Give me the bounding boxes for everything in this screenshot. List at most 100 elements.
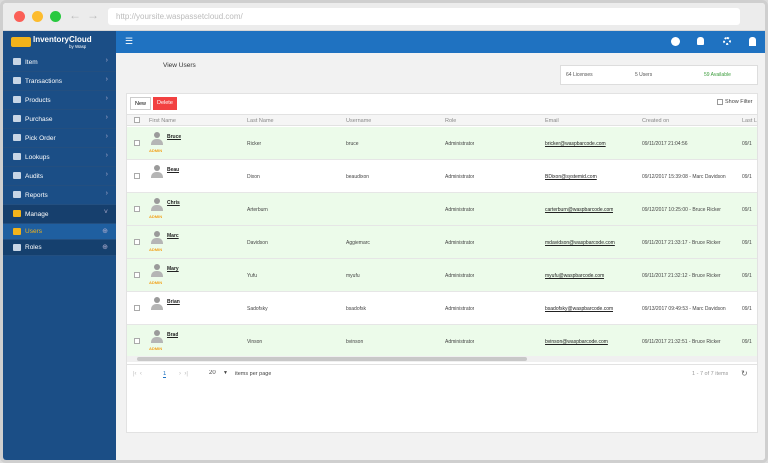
cell: 09/13/2017 09:49:53 - Marc Davidson xyxy=(642,306,726,312)
email-link[interactable]: bricker@waspbarcode.com xyxy=(545,141,606,147)
first-name[interactable]: Brian xyxy=(167,299,180,305)
url-bar[interactable]: http://yoursite.waspassetcloud.com/ xyxy=(108,8,740,25)
scroll-thumb[interactable] xyxy=(137,357,527,361)
cell: Ricker xyxy=(247,141,262,147)
email-link[interactable]: bsadofsky@waspbarcode.com xyxy=(545,306,614,312)
delete-button[interactable]: Delete xyxy=(153,97,177,110)
admin-badge: ADMIN xyxy=(149,148,163,153)
account[interactable] xyxy=(749,37,756,46)
pager-page[interactable]: 1 xyxy=(163,371,167,378)
table-row[interactable]: ADMIN Brad Vinson bvinson Administrator bvins… xyxy=(127,325,757,358)
first-name[interactable]: Mary xyxy=(167,266,179,272)
page-size[interactable]: 20 xyxy=(209,370,216,376)
pager-nav-next[interactable]: › ›| xyxy=(179,371,188,377)
nav-icon xyxy=(13,134,21,141)
avatar xyxy=(151,231,163,245)
back[interactable]: ← xyxy=(69,8,81,22)
email-link[interactable]: mdavidson@waspbarcode.com xyxy=(545,240,615,246)
cell: Administrator xyxy=(445,141,475,147)
first-name[interactable]: Chris xyxy=(167,200,180,206)
table-header: First Name Last Name Username Role Email Crea… xyxy=(127,114,757,126)
first-name[interactable]: Bruce xyxy=(167,134,182,140)
row-checkbox[interactable] xyxy=(134,173,140,179)
nav-icon xyxy=(13,191,21,198)
avatar-body xyxy=(151,271,163,277)
nav-item[interactable]: Manage ˅ xyxy=(3,205,116,224)
cell: Administrator xyxy=(445,174,475,180)
email-link[interactable]: bvinson@waspbarcode.com xyxy=(545,339,608,345)
nav-arrow: › xyxy=(105,76,108,83)
notifications[interactable] xyxy=(697,37,704,45)
per-page-label: items per page xyxy=(235,371,272,377)
show-filter-checkbox[interactable] xyxy=(717,99,723,105)
avatar-head xyxy=(154,330,160,336)
column-header[interactable]: Role xyxy=(445,118,457,124)
refresh[interactable]: ↻ xyxy=(741,369,748,378)
column-header[interactable]: First Name xyxy=(149,118,176,124)
email-link[interactable]: BDixon@systemid.com xyxy=(545,174,597,180)
nav-subitem[interactable]: Roles ⊕ xyxy=(3,240,116,256)
nav-item[interactable]: Products › xyxy=(3,91,116,110)
nav-arrow: › xyxy=(105,152,108,159)
nav-add[interactable]: ⊕ xyxy=(102,228,108,235)
column-header[interactable]: Email xyxy=(545,118,559,124)
select-all[interactable] xyxy=(134,117,140,123)
table-row[interactable]: Beau Dixon beaudixon Administrator BDixon@sy… xyxy=(127,160,757,193)
new-button[interactable]: New xyxy=(130,97,152,110)
row-checkbox[interactable] xyxy=(134,206,140,212)
settings[interactable] xyxy=(723,37,731,45)
nav-item[interactable]: Transactions › xyxy=(3,72,116,91)
cell: Administrator xyxy=(445,339,475,345)
row-checkbox[interactable] xyxy=(134,140,140,146)
avatar xyxy=(151,330,163,344)
help[interactable] xyxy=(671,37,680,46)
cell: bsadofsk xyxy=(346,306,367,312)
row-checkbox[interactable] xyxy=(134,305,140,311)
nav-item[interactable]: Purchase › xyxy=(3,110,116,129)
first-name[interactable]: Beau xyxy=(167,167,180,173)
nav-subitem[interactable]: Users ⊕ xyxy=(3,224,116,240)
maximize[interactable] xyxy=(50,11,61,22)
avatar-body xyxy=(151,337,163,343)
page-size-caret[interactable]: ▼ xyxy=(223,370,228,376)
cell: 09/12/2017 10:25:00 - Bruce Ricker xyxy=(642,207,721,213)
logo[interactable]: InventoryCloud by Wasp xyxy=(3,31,116,53)
cell: myufu xyxy=(346,273,360,279)
table-row[interactable]: ADMIN Bruce Ricker bruce Administrator bricke… xyxy=(127,127,757,160)
nav-item[interactable]: Audits › xyxy=(3,167,116,186)
column-header[interactable]: Last L xyxy=(742,118,757,124)
content: View Users 64 Licenses 5 Users 59 Availa… xyxy=(116,53,765,460)
nav-item[interactable]: Pick Order › xyxy=(3,129,116,148)
menu-toggle[interactable]: ☰ xyxy=(125,36,134,46)
table-row[interactable]: Brian Sadofsky bsadofsk Administrator bsadof… xyxy=(127,292,757,325)
nav-item[interactable]: Item › xyxy=(3,53,116,72)
row-checkbox[interactable] xyxy=(134,239,140,245)
column-header[interactable]: Last Name xyxy=(247,118,274,124)
cell: 09/1 xyxy=(742,207,752,213)
table-row[interactable]: ADMIN Mary Yufu myufu Administrator myufu@was… xyxy=(127,259,757,292)
cell: bruce xyxy=(346,141,359,147)
stat-available: 59 Available xyxy=(704,72,731,78)
nav-item[interactable]: Reports › xyxy=(3,186,116,205)
first-name[interactable]: Marc xyxy=(167,233,179,239)
email-link[interactable]: myufu@waspbarcode.com xyxy=(545,273,605,279)
close[interactable] xyxy=(14,11,25,22)
row-checkbox[interactable] xyxy=(134,272,140,278)
h-scrollbar[interactable] xyxy=(127,356,757,362)
column-header[interactable]: Created on xyxy=(642,118,670,124)
nav-add[interactable]: ⊕ xyxy=(102,244,108,251)
row-checkbox[interactable] xyxy=(134,338,140,344)
nav-item[interactable]: Lookups › xyxy=(3,148,116,167)
table-row[interactable]: ADMIN Chris Arterburn Administrator carterbu… xyxy=(127,193,757,226)
first-name[interactable]: Brad xyxy=(167,332,179,338)
forward[interactable]: → xyxy=(87,8,99,22)
nav-arrow: › xyxy=(105,114,108,121)
minimize[interactable] xyxy=(32,11,43,22)
nav-icon xyxy=(13,172,21,179)
column-header[interactable]: Username xyxy=(346,118,372,124)
pager-nav-prev[interactable]: |‹ ‹ xyxy=(133,371,142,377)
table-row[interactable]: ADMIN Marc Davidson Aggiemarc Administrator m… xyxy=(127,226,757,259)
email-link[interactable]: carterburn@waspbarcode.com xyxy=(545,207,614,213)
cell: 09/1 xyxy=(742,174,752,180)
